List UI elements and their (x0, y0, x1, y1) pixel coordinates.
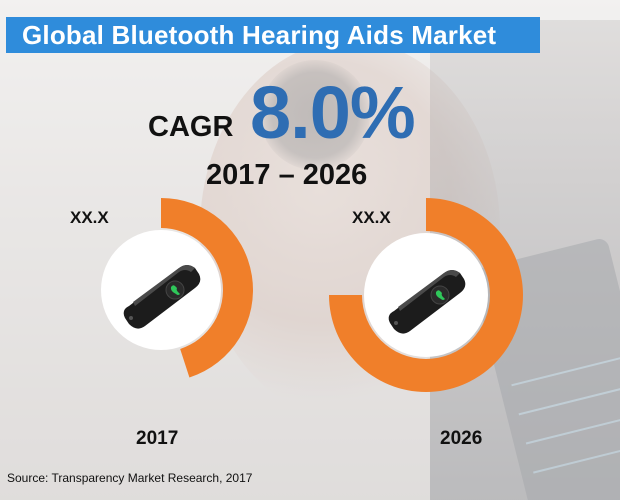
ring-segment-2017 (161, 198, 253, 378)
value-label-2026: XX.X (352, 208, 391, 227)
donut-2026 (329, 198, 523, 392)
bluetooth-hearing-aid-icon (123, 265, 201, 329)
year-label-2017: 2017 (136, 428, 179, 449)
ring-segment-2026 (329, 198, 523, 392)
cagr-value: 8.0% (250, 71, 416, 154)
year-label-2026: 2026 (440, 428, 483, 449)
source-note: Source: Transparency Market Research, 20… (7, 471, 253, 485)
bluetooth-hearing-aid-icon (388, 270, 466, 334)
donut-2017 (101, 198, 253, 378)
page-title: Global Bluetooth Hearing Aids Market (22, 20, 497, 50)
cagr-label: CAGR (148, 111, 234, 143)
cagr-period: 2017 – 2026 (206, 159, 368, 191)
title-banner (6, 17, 540, 53)
value-label-2017: XX.X (70, 208, 109, 227)
